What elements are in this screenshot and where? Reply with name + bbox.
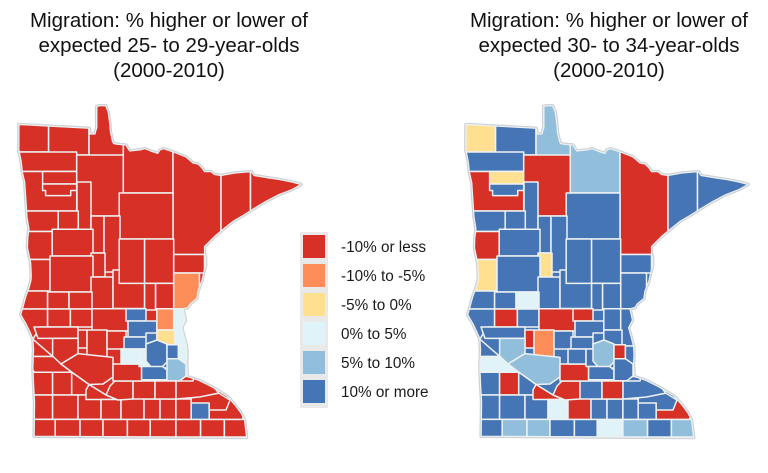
svg-text:10% or more: 10% or more — [341, 384, 429, 401]
svg-text:5% to 10%: 5% to 10% — [341, 355, 415, 372]
svg-text:0% to 5%: 0% to 5% — [341, 326, 407, 343]
svg-text:-10% to -5%: -10% to -5% — [341, 268, 426, 285]
svg-text:-10% or less: -10% or less — [341, 239, 426, 256]
svg-text:-5% to 0%: -5% to 0% — [341, 297, 412, 314]
